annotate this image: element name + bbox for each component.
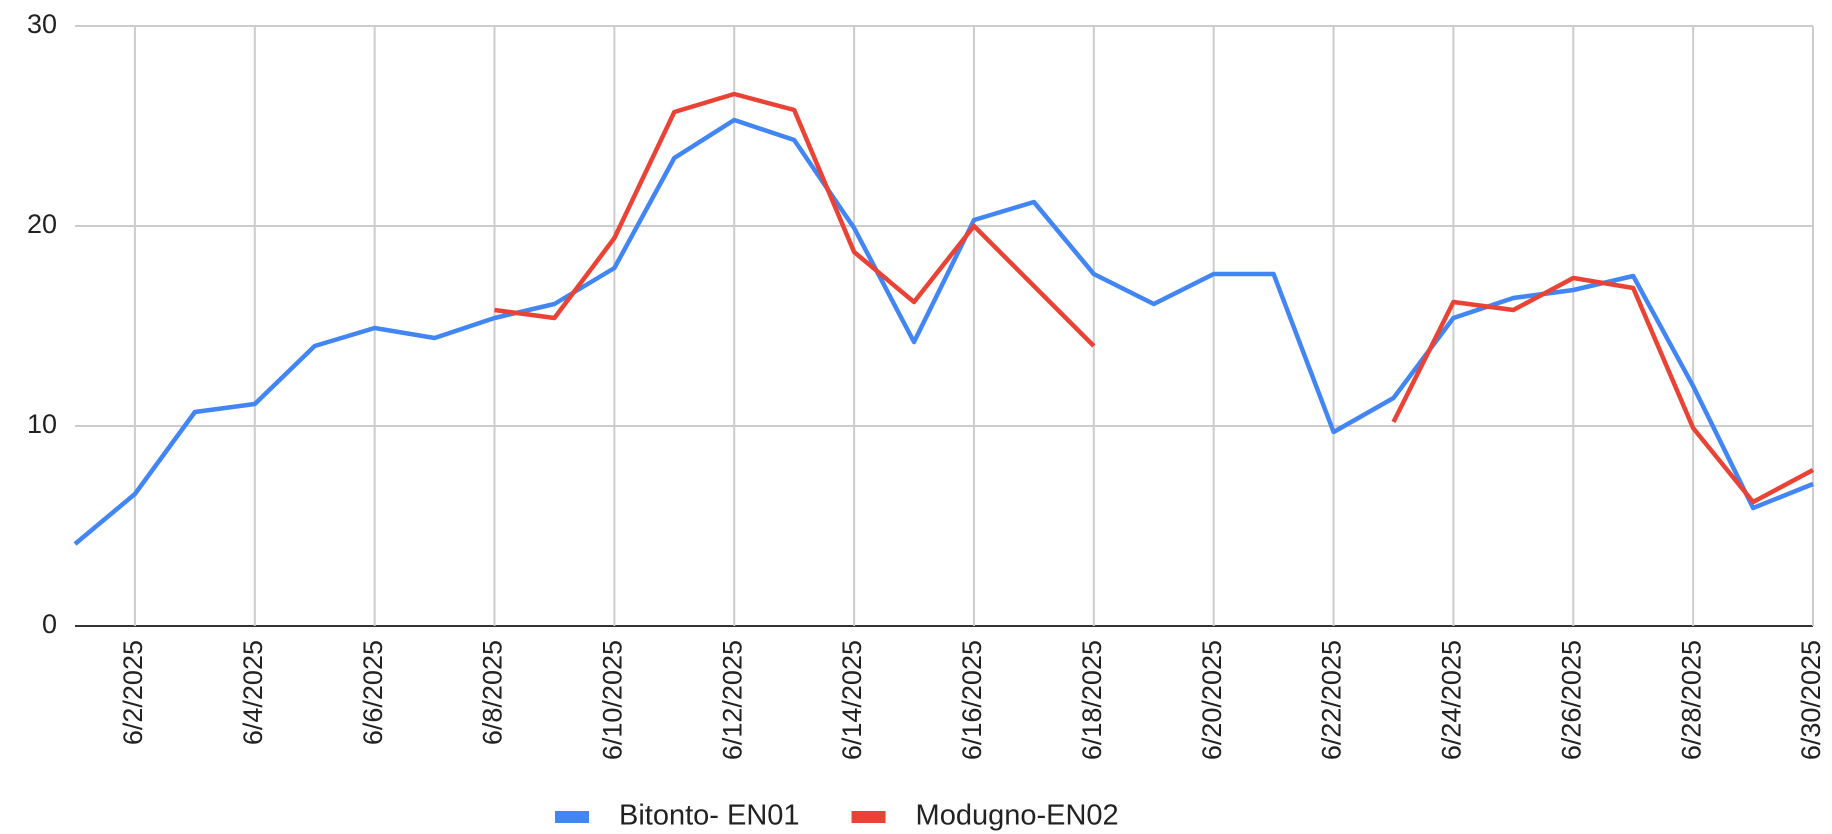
x-tick-label: 6/24/2025 bbox=[1437, 640, 1467, 760]
x-tick-label: 6/30/2025 bbox=[1796, 640, 1826, 760]
x-tick-label: 6/10/2025 bbox=[598, 640, 628, 760]
y-tick-label: 30 bbox=[27, 9, 57, 39]
x-tick-label: 6/28/2025 bbox=[1676, 640, 1706, 760]
legend: Bitonto- EN01 Modugno-EN02 bbox=[555, 800, 1119, 832]
x-tick-label: 6/8/2025 bbox=[478, 640, 508, 745]
x-tick-label: 6/12/2025 bbox=[717, 640, 747, 760]
y-tick-label: 20 bbox=[27, 209, 57, 239]
y-tick-label: 10 bbox=[27, 409, 57, 439]
x-tick-label: 6/2/2025 bbox=[118, 640, 148, 745]
y-tick-label: 0 bbox=[42, 609, 57, 639]
x-tick-label: 6/26/2025 bbox=[1556, 640, 1586, 760]
legend-label: Modugno-EN02 bbox=[916, 800, 1119, 832]
x-tick-label: 6/16/2025 bbox=[957, 640, 987, 760]
x-tick-label: 6/14/2025 bbox=[837, 640, 867, 760]
x-tick-label: 6/6/2025 bbox=[358, 640, 388, 745]
legend-swatch bbox=[851, 811, 886, 823]
x-tick-label: 6/4/2025 bbox=[238, 640, 268, 745]
legend-label: Bitonto- EN01 bbox=[619, 800, 800, 832]
legend-swatch bbox=[555, 811, 589, 823]
x-tick-label: 6/22/2025 bbox=[1317, 640, 1347, 760]
series-line bbox=[73, 117, 1814, 546]
series-line bbox=[494, 91, 1815, 505]
x-tick-label: 6/18/2025 bbox=[1077, 640, 1107, 760]
x-tick-label: 6/20/2025 bbox=[1197, 640, 1227, 760]
